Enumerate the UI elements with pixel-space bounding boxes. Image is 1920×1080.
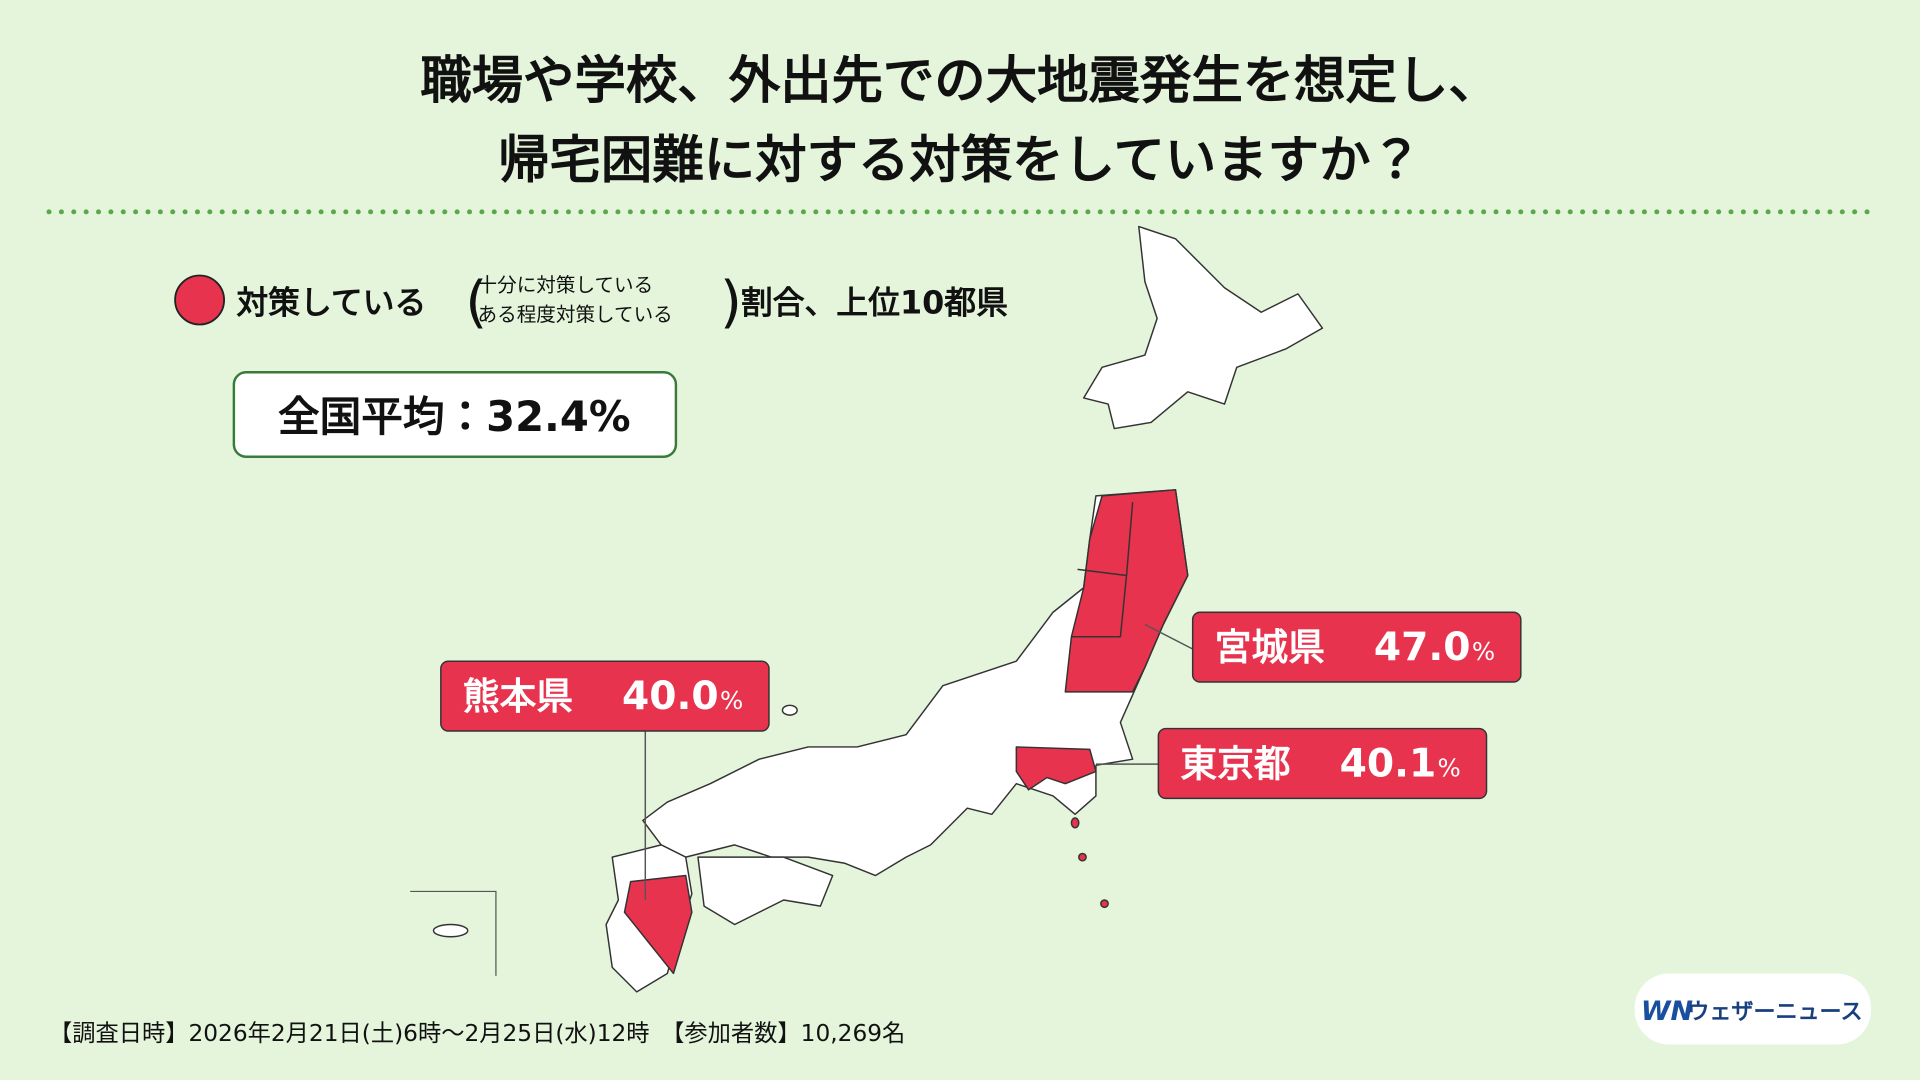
legend-swatch	[174, 274, 225, 326]
average-box	[232, 371, 678, 458]
hokkaido	[1082, 225, 1324, 430]
tohoku-red	[1064, 489, 1189, 693]
callout-name: 熊本県	[463, 675, 573, 718]
inset-frame	[410, 890, 497, 976]
logo-box	[1634, 973, 1872, 1045]
sado	[781, 704, 798, 716]
legend-suffix: 割合、上位10都県	[741, 283, 1008, 321]
callout-box	[1191, 611, 1522, 683]
callout-name: 東京都	[1180, 742, 1290, 785]
footer: 【調査日時】2026年2月21日(土)6時〜2月25日(水)12時 【参加者数】…	[49, 1020, 905, 1047]
paren: (	[465, 270, 487, 335]
border	[1071, 575, 1128, 638]
kanto-red	[1015, 746, 1097, 791]
map	[432, 225, 1324, 993]
island	[1078, 852, 1087, 862]
average: 全国平均：32.4%	[278, 392, 631, 441]
island	[1070, 817, 1080, 829]
callout-value: 40.1	[1340, 741, 1437, 786]
callout-value: 40.0	[622, 674, 719, 719]
paren: )	[720, 270, 742, 335]
kyushu-red	[623, 874, 693, 975]
title-line: 職場や学校、外出先での大地震発生を想定し、	[420, 51, 1500, 111]
leader	[1144, 623, 1193, 650]
callout-unit: %	[1438, 753, 1461, 782]
logo-mark: WN	[1641, 996, 1693, 1027]
callout-unit: %	[720, 686, 743, 715]
legend-sub: 十分に対策している	[478, 273, 654, 296]
callout-name: 宮城県	[1215, 626, 1325, 669]
callouts: 宮城県 47.0 % 東京都 40.1 % 熊本県 40.0%	[440, 611, 1522, 800]
okinawa	[432, 923, 469, 938]
logo-text: ウェザーニュース	[1687, 1000, 1862, 1025]
callout-unit: %	[1472, 637, 1495, 666]
shikoku	[697, 856, 834, 926]
legend-label: 対策している	[236, 283, 426, 321]
callout-box	[1157, 727, 1488, 800]
island	[1100, 899, 1109, 909]
callout-value: 47.0	[1374, 625, 1471, 670]
callout-box	[440, 660, 770, 732]
legend-sub: ある程度対策している	[478, 303, 673, 326]
title-line: 帰宅困難に対する対策をしていますか？	[498, 131, 1422, 191]
